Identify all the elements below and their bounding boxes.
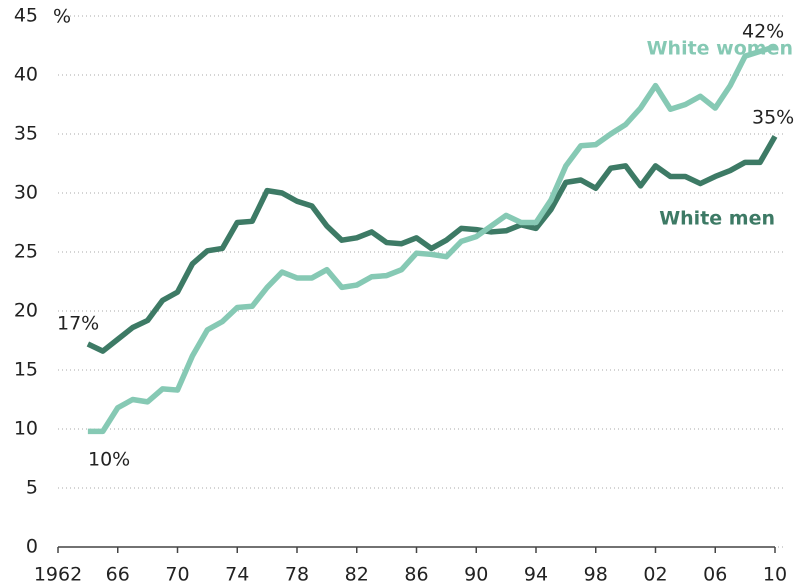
x-tick-label: 78 — [285, 564, 309, 586]
series-label: White women — [647, 38, 793, 60]
y-tick-label: 30 — [14, 182, 38, 204]
y-tick-label: 40 — [14, 64, 38, 86]
x-tick-label: 94 — [524, 564, 548, 586]
x-tick-label: 82 — [345, 564, 369, 586]
y-tick-label: 35 — [14, 123, 38, 145]
x-tick-label: 90 — [464, 564, 488, 586]
y-tick-label: 10 — [14, 418, 38, 440]
y-tick-label: 0 — [26, 536, 38, 558]
x-tick-label: 74 — [225, 564, 249, 586]
y-tick-label: 25 — [14, 241, 38, 263]
x-tick-label: 06 — [703, 564, 727, 586]
series-label: White men — [659, 208, 775, 230]
y-tick-label: 5 — [26, 477, 38, 499]
x-tick-label: 70 — [165, 564, 189, 586]
x-tick-label: 02 — [643, 564, 667, 586]
x-tick-label: 98 — [584, 564, 608, 586]
x-tick-label: 1962 — [34, 564, 82, 586]
series-line — [86, 134, 778, 354]
y-tick-label: 15 — [14, 359, 38, 381]
x-tick-label: 10 — [763, 564, 787, 586]
annotation: 35% — [752, 107, 794, 129]
y-tick-label: 45 — [14, 5, 38, 27]
y-tick-label: 20 — [14, 300, 38, 322]
x-tick-label: 86 — [404, 564, 428, 586]
annotation: % — [53, 6, 71, 28]
x-tick-label: 66 — [106, 564, 130, 586]
series-line — [87, 44, 776, 435]
annotation: 10% — [88, 449, 130, 471]
annotation: 17% — [57, 313, 99, 335]
annotation: 42% — [742, 21, 784, 43]
